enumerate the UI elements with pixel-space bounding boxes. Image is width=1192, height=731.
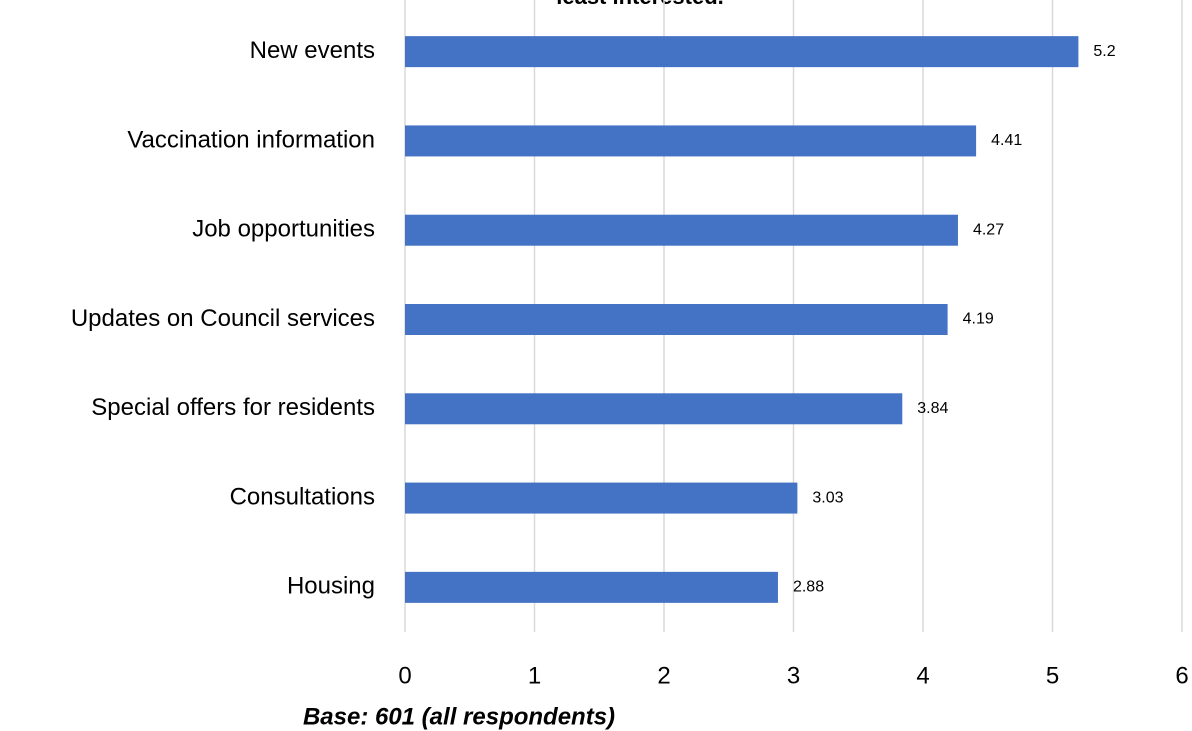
bar	[405, 125, 977, 157]
y-tick-label: New events	[250, 37, 375, 64]
value-label: 5.2	[1093, 43, 1115, 60]
y-tick-label: Updates on Council services	[71, 305, 375, 332]
y-tick-label: Vaccination information	[127, 126, 375, 153]
chart-title: least interested.	[556, 0, 724, 9]
bar	[405, 214, 958, 246]
x-tick-label: 6	[1175, 662, 1188, 689]
value-label: 4.41	[991, 132, 1022, 149]
x-tick-label: 2	[657, 662, 670, 689]
value-label: 4.27	[973, 221, 1004, 238]
y-tick-label: Job opportunities	[192, 216, 375, 243]
value-label: 3.84	[917, 400, 948, 417]
value-label: 2.88	[793, 579, 824, 596]
x-tick-label: 5	[1046, 662, 1059, 689]
bar	[405, 571, 778, 603]
bar	[405, 36, 1079, 68]
x-tick-label: 3	[787, 662, 800, 689]
bar	[405, 304, 948, 335]
y-tick-label: Special offers for residents	[91, 394, 375, 421]
y-tick-label: Consultations	[230, 483, 375, 510]
x-tick-label: 0	[398, 662, 411, 689]
x-tick-label: 4	[916, 662, 929, 689]
base-note: Base: 601 (all respondents)	[303, 703, 615, 730]
value-label: 3.03	[812, 489, 843, 506]
value-label: 4.19	[963, 311, 994, 328]
bar	[405, 393, 903, 425]
y-tick-label: Housing	[287, 573, 375, 600]
bar	[405, 482, 798, 514]
x-tick-label: 1	[528, 662, 541, 689]
